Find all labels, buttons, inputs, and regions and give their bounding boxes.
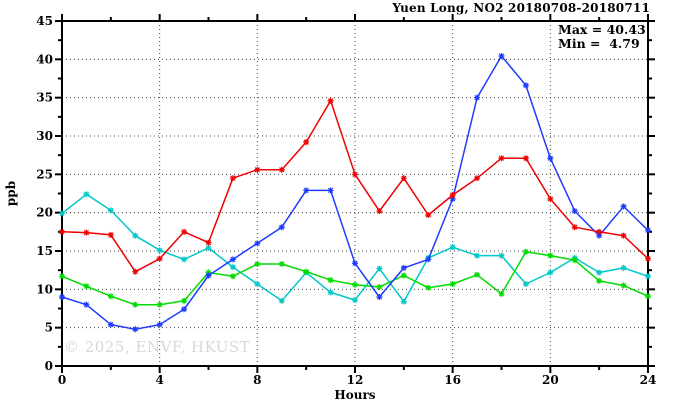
x-tick-label: 20 — [542, 373, 559, 387]
y-tick-label: 40 — [36, 52, 53, 66]
x-tick-label: 24 — [640, 373, 657, 387]
y-tick-label: 25 — [36, 167, 53, 181]
y-tick-label: 30 — [36, 129, 53, 143]
cyan-series-markers — [59, 191, 651, 305]
watermark: © 2025, ENVF, HKUST — [64, 338, 251, 356]
y-tick-label: 45 — [36, 14, 53, 28]
green-series-markers — [59, 248, 651, 308]
y-tick-label: 15 — [36, 244, 53, 258]
x-tick-label: 16 — [444, 373, 461, 387]
max-label: Max = 40.43 — [558, 22, 646, 37]
y-tick-label: 20 — [36, 206, 53, 220]
red-series-markers — [59, 97, 651, 275]
min-label: Min = 4.79 — [558, 36, 640, 51]
green-series-line — [61, 251, 649, 306]
x-tick-label: 12 — [347, 373, 364, 387]
red-series-line — [61, 99, 649, 273]
y-tick-label: 35 — [36, 91, 53, 105]
x-tick-label: 0 — [58, 373, 66, 387]
x-tick-label: 8 — [253, 373, 261, 387]
chart-title: Yuen Long, NO2 20180708-20180711 — [392, 1, 650, 15]
y-tick-label: 10 — [36, 282, 53, 296]
x-tick-label: 4 — [155, 373, 163, 387]
x-axis-label: Hours — [334, 388, 375, 402]
blue-series-markers — [59, 53, 651, 333]
y-tick-label: 5 — [45, 321, 53, 335]
y-tick-label: 0 — [45, 359, 53, 373]
blue-series-line — [61, 55, 649, 331]
y-axis-label: ppb — [4, 181, 18, 206]
max-min-annotation: Max = 40.43 Min = 4.79 — [558, 23, 646, 51]
